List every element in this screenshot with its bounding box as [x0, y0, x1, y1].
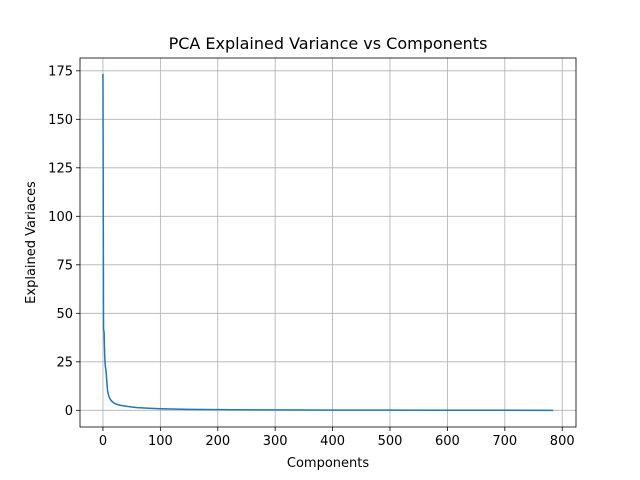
x-tick-label: 600 [435, 434, 460, 449]
x-tick-label: 400 [320, 434, 345, 449]
x-tick-label: 800 [550, 434, 575, 449]
series-layer [102, 73, 554, 412]
y-axis-ticks: 0 25 50 75 100 125 150 175 [48, 64, 80, 419]
y-tick-label: 75 [56, 258, 73, 273]
x-axis-ticks: 0 100 200 300 400 500 600 700 800 [99, 427, 575, 449]
y-axis-label: Explained Variaces [24, 181, 39, 304]
y-tick-label: 0 [65, 404, 73, 419]
y-tick-label: 150 [48, 113, 73, 128]
x-tick-label: 500 [378, 434, 403, 449]
x-tick-label: 0 [99, 434, 107, 449]
grid [80, 58, 576, 427]
plot-area-frame [79, 57, 577, 428]
y-tick-label: 50 [56, 307, 73, 322]
y-tick-label: 100 [48, 210, 73, 225]
x-tick-label: 200 [205, 434, 230, 449]
explained-variance-line [102, 73, 554, 412]
x-tick-label: 100 [148, 434, 173, 449]
y-tick-label: 175 [48, 64, 73, 79]
x-axis-label: Components [287, 456, 369, 471]
x-tick-label: 700 [492, 434, 517, 449]
y-tick-label: 125 [48, 161, 73, 176]
x-tick-label: 300 [263, 434, 288, 449]
y-tick-label: 25 [56, 355, 73, 370]
chart-title: PCA Explained Variance vs Components [169, 34, 488, 53]
